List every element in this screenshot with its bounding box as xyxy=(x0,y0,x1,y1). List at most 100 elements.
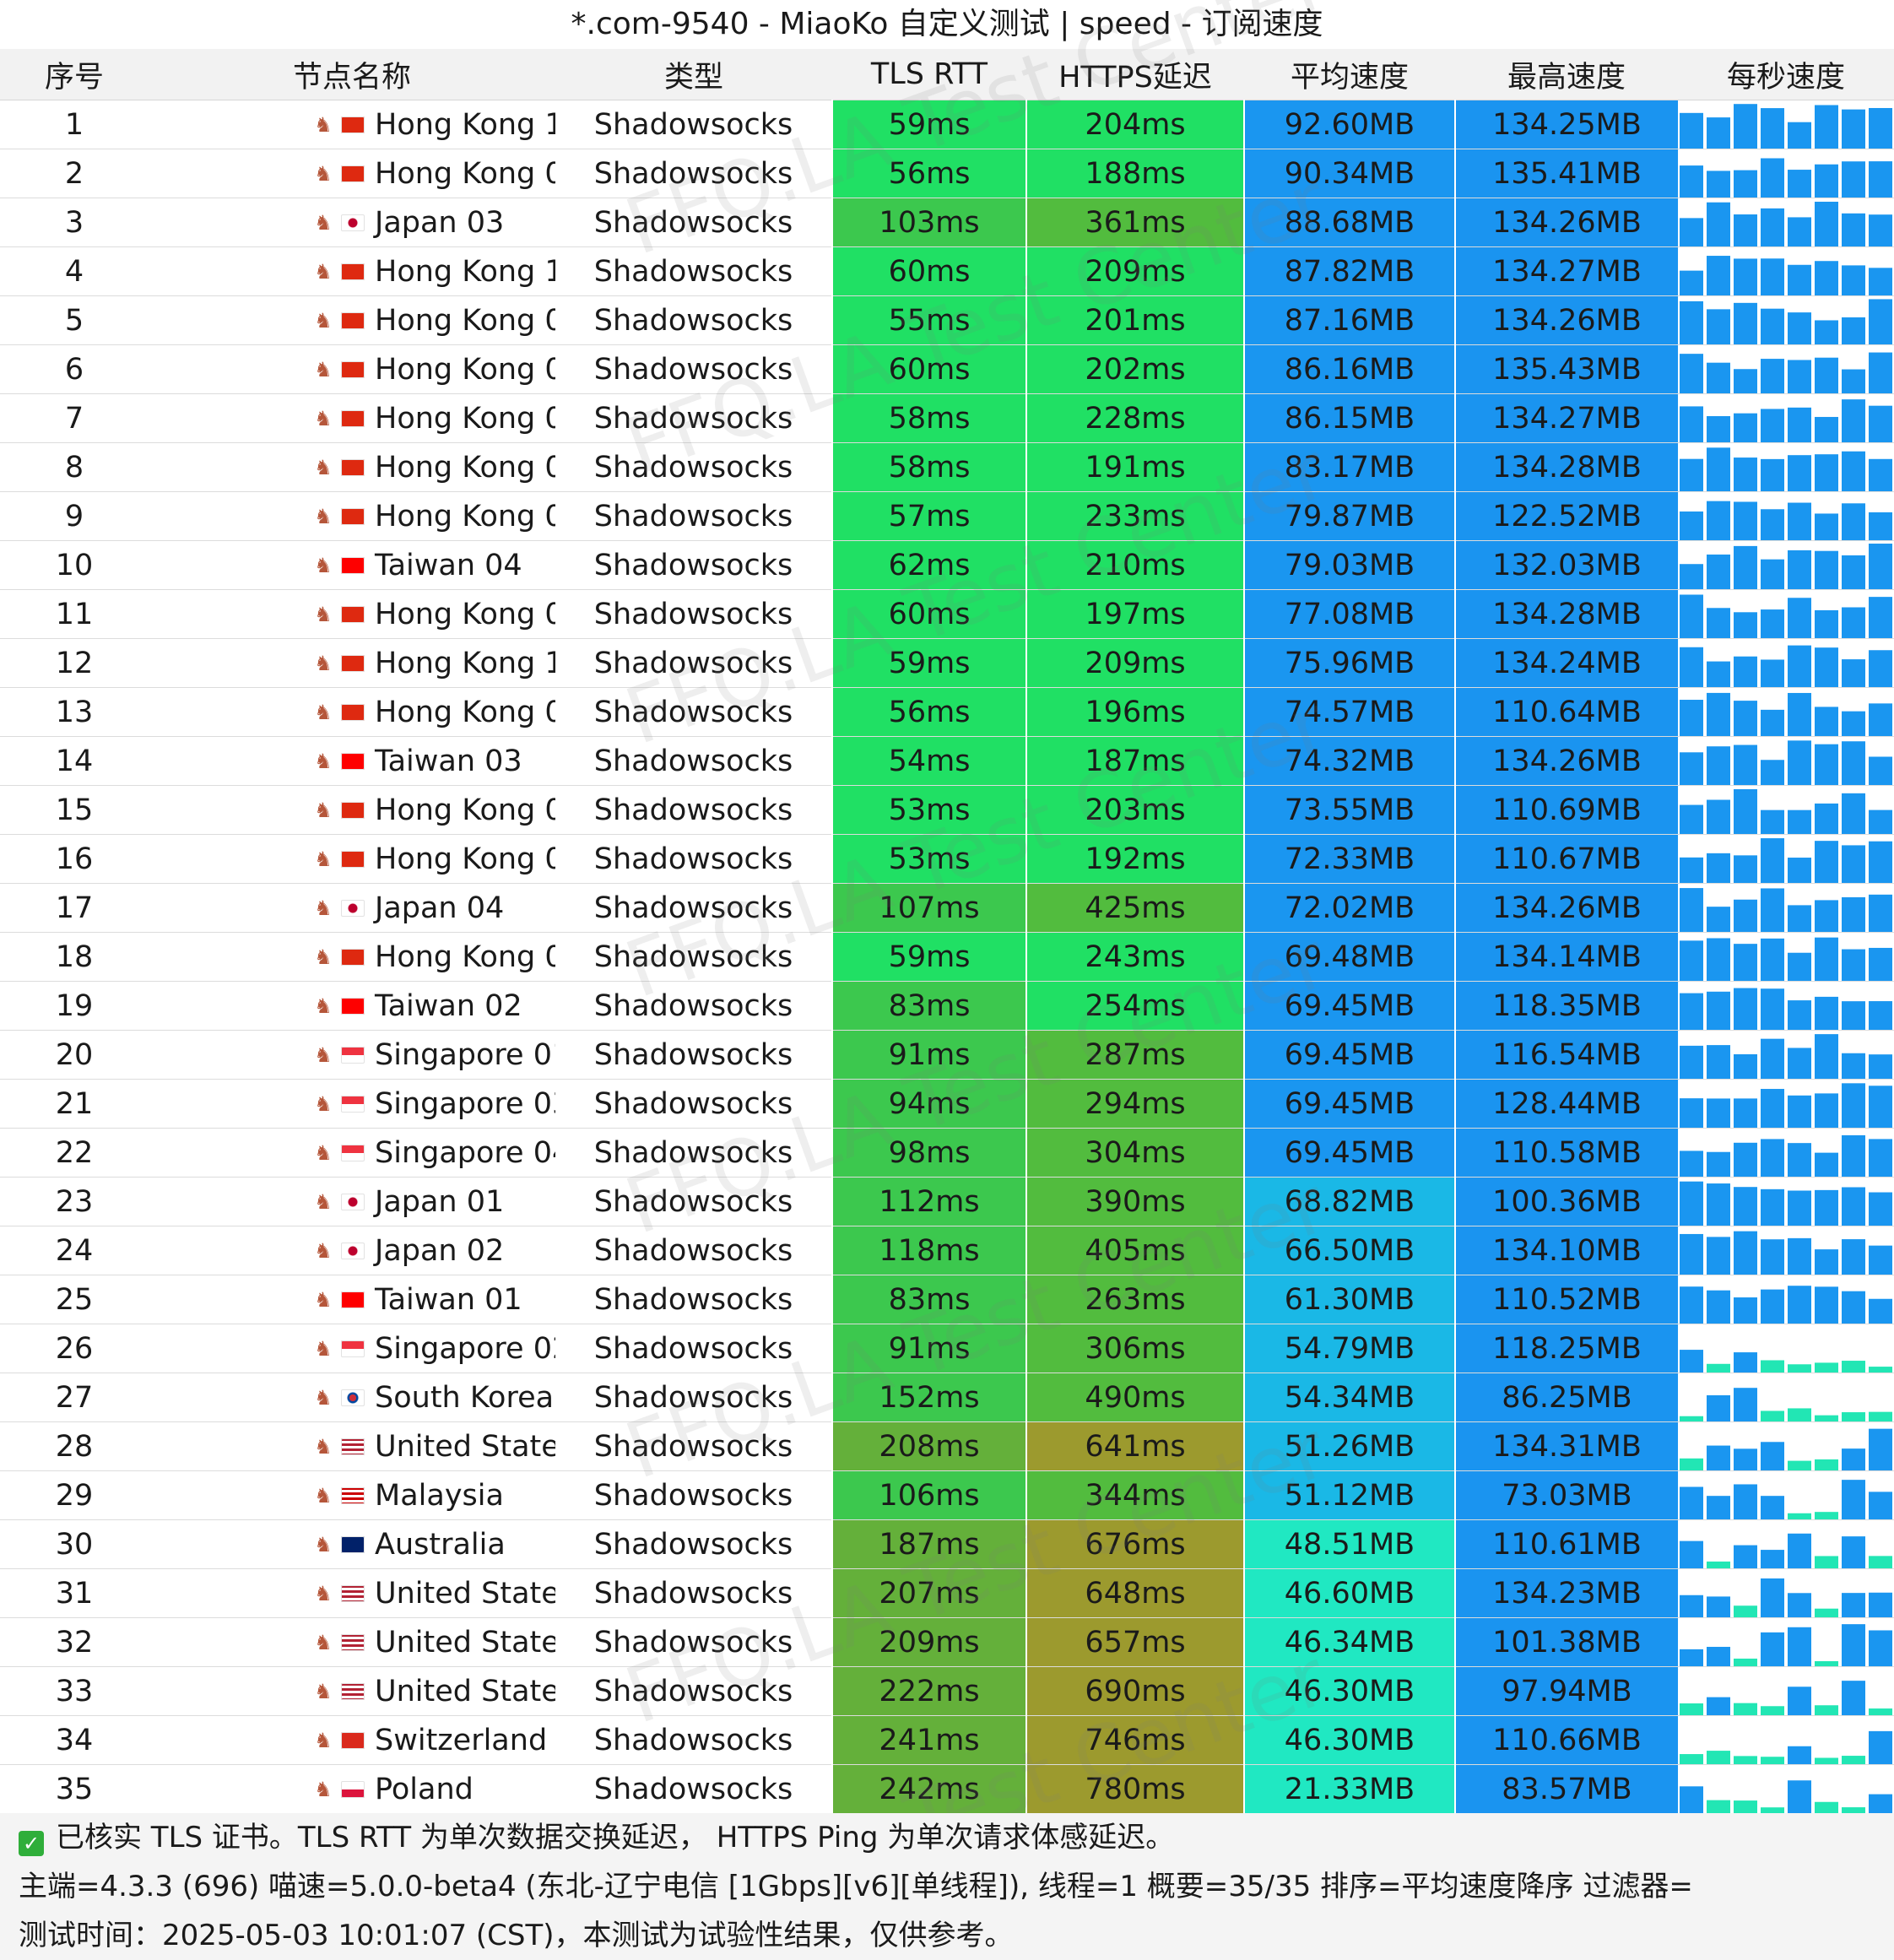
speed-bar xyxy=(1869,1428,1892,1470)
speed-bar xyxy=(1869,1492,1892,1519)
avg-speed: 75.96MB xyxy=(1243,638,1455,688)
table-row[interactable]: 31 ♞ United States 04 Shadowsocks 207ms 6… xyxy=(0,1568,1894,1618)
https-latency: 254ms xyxy=(1025,981,1244,1031)
table-row[interactable]: 9 ♞ Hong Kong 01 [BGP] Shadowsocks 57ms 2… xyxy=(0,491,1894,541)
per-second-speed-chart xyxy=(1678,491,1894,541)
table-row[interactable]: 23 ♞ Japan 01 Shadowsocks 112ms 390ms 68.… xyxy=(0,1177,1894,1226)
speed-bar xyxy=(1707,608,1730,638)
speed-bar xyxy=(1815,1459,1838,1470)
speed-sparkline-icon xyxy=(1680,1231,1892,1275)
fox-icon: ♞ xyxy=(314,1190,333,1214)
table-row[interactable]: 2 ♞ Hong Kong 04 Shadowsocks 56ms 188ms 9… xyxy=(0,149,1894,198)
node-name-cell: ♞ United States 03 xyxy=(149,1421,555,1471)
table-row[interactable]: 12 ♞Hong Kong 11 Shadowsocks 59ms 209ms … xyxy=(0,638,1894,688)
table-row[interactable]: 32 ♞ United States 02 Shadowsocks 209ms 6… xyxy=(0,1617,1894,1667)
row-index: 2 xyxy=(0,149,149,198)
row-index: 23 xyxy=(0,1177,149,1226)
speed-bar xyxy=(1707,1183,1730,1226)
table-row[interactable]: 10 ♞ Taiwan 04 Shadowsocks 62ms 210ms 79.… xyxy=(0,540,1894,590)
hk-flag-icon xyxy=(341,410,365,427)
node-type: Shadowsocks xyxy=(555,344,832,394)
https-latency: 490ms xyxy=(1025,1373,1244,1422)
node-name: United States 04 xyxy=(375,1577,555,1611)
node-name: Japan 03 xyxy=(375,206,505,240)
table-row[interactable]: 26 ♞ Singapore 02 Shadowsocks 91ms 306ms … xyxy=(0,1324,1894,1373)
table-row[interactable]: 21 ♞ Singapore 03 Shadowsocks 94ms 294ms … xyxy=(0,1079,1894,1129)
table-row[interactable]: 16 ♞Hong Kong 08 Shadowsocks 53ms 192ms … xyxy=(0,834,1894,884)
table-row[interactable]: 14 ♞ Taiwan 03 Shadowsocks 54ms 187ms 74.… xyxy=(0,736,1894,786)
max-speed: 134.28MB xyxy=(1454,589,1678,639)
speed-bar xyxy=(1788,502,1811,540)
speed-bar xyxy=(1761,108,1784,149)
table-row[interactable]: 25 ♞ Taiwan 01 Shadowsocks 83ms 263ms 61.… xyxy=(0,1275,1894,1324)
table-row[interactable]: 35 ♞ Poland Shadowsocks 242ms 780ms 21.33… xyxy=(0,1764,1894,1814)
table-row[interactable]: 17 ♞ Japan 04 Shadowsocks 107ms 425ms 72.… xyxy=(0,883,1894,933)
speed-bar xyxy=(1815,1189,1838,1226)
speed-bar xyxy=(1842,1593,1865,1617)
col-header-https-latency[interactable]: HTTPS延迟 xyxy=(1026,49,1244,100)
table-row[interactable]: 1 ♞ Hong Kong 12 Shadowsocks 59ms 204ms 9… xyxy=(0,100,1894,149)
col-header-avg-speed[interactable]: 平均速度 xyxy=(1244,49,1455,100)
speed-bar xyxy=(1761,1410,1784,1421)
hk-flag-icon xyxy=(341,312,365,329)
table-row[interactable]: 8 ♞ Hong Kong 02 Shadowsocks 58ms 191ms 8… xyxy=(0,442,1894,492)
table-row[interactable]: 19 ♞ Taiwan 02 Shadowsocks 83ms 254ms 69.… xyxy=(0,981,1894,1031)
table-row[interactable]: 28 ♞ United States 03 Shadowsocks 208ms 6… xyxy=(0,1421,1894,1471)
table-row[interactable]: 24 ♞ Japan 02 Shadowsocks 118ms 405ms 66.… xyxy=(0,1226,1894,1275)
table-row[interactable]: 3 ♞ Japan 03 Shadowsocks 103ms 361ms 88.6… xyxy=(0,198,1894,247)
node-name-cell: ♞ Malaysia xyxy=(149,1470,555,1520)
row-index: 28 xyxy=(0,1421,149,1471)
col-header-index[interactable]: 序号 xyxy=(0,49,149,100)
speed-bar xyxy=(1734,855,1757,883)
speed-bar xyxy=(1734,458,1757,491)
node-type: Shadowsocks xyxy=(555,1470,832,1520)
speed-sparkline-icon xyxy=(1680,1578,1892,1617)
speed-bar xyxy=(1869,268,1892,295)
table-row[interactable]: 33 ♞ United States 01 Shadowsocks 222ms 6… xyxy=(0,1666,1894,1716)
speed-bar xyxy=(1815,1034,1838,1079)
table-row[interactable]: 5 ♞ Hong Kong 06 Shadowsocks 55ms 201ms 8… xyxy=(0,295,1894,345)
https-latency: 425ms xyxy=(1025,883,1244,933)
col-header-type[interactable]: 类型 xyxy=(555,49,832,100)
speed-bar xyxy=(1788,407,1811,442)
table-row[interactable]: 22 ♞ Singapore 04 Shadowsocks 98ms 304ms … xyxy=(0,1128,1894,1178)
speed-bar xyxy=(1761,208,1784,246)
col-header-node-name[interactable]: 节点名称 xyxy=(149,49,555,100)
node-name-cell: ♞ Hong Kong 05 xyxy=(149,344,555,394)
speed-bar xyxy=(1680,857,1703,883)
col-header-max-speed[interactable]: 最高速度 xyxy=(1455,49,1678,100)
node-name-cell: ♞ Hong Kong 01 xyxy=(149,393,555,443)
table-row[interactable]: 7 ♞ Hong Kong 01 Shadowsocks 58ms 228ms 8… xyxy=(0,393,1894,443)
table-row[interactable]: 15 ♞Hong Kong 09 Shadowsocks 53ms 203ms … xyxy=(0,785,1894,835)
https-latency: 210ms xyxy=(1025,540,1244,590)
table-row[interactable]: 29 ♞ Malaysia Shadowsocks 106ms 344ms 51.… xyxy=(0,1470,1894,1520)
table-row[interactable]: 11 ♞Hong Kong 03 Shadowsocks 60ms 197ms … xyxy=(0,589,1894,639)
https-latency: 201ms xyxy=(1025,295,1244,345)
col-header-per-second-speed[interactable]: 每秒速度 xyxy=(1678,49,1894,100)
table-row[interactable]: 34 ♞ Switzerland Shadowsocks 241ms 746ms … xyxy=(0,1715,1894,1765)
speed-bar xyxy=(1788,1237,1811,1275)
table-row[interactable]: 13 ♞Hong Kong 07 Shadowsocks 56ms 196ms … xyxy=(0,687,1894,737)
table-row[interactable]: 6 ♞ Hong Kong 05 Shadowsocks 60ms 202ms 8… xyxy=(0,344,1894,394)
col-header-tls-rtt[interactable]: TLS RTT xyxy=(832,49,1026,100)
speed-bar xyxy=(1761,609,1784,638)
table-row[interactable]: 27 ♞ South Korea Shadowsocks 152ms 490ms … xyxy=(0,1373,1894,1422)
speed-bar xyxy=(1734,1484,1757,1519)
https-latency: 294ms xyxy=(1025,1079,1244,1129)
node-name-cell: ♞ Japan 01 xyxy=(149,1177,555,1226)
node-type: Shadowsocks xyxy=(555,834,832,884)
speed-bar xyxy=(1842,1807,1865,1813)
table-row[interactable]: 30 ♞ Australia Shadowsocks 187ms 676ms 48… xyxy=(0,1519,1894,1569)
speed-bar xyxy=(1842,1536,1865,1568)
speed-bar xyxy=(1869,809,1892,834)
speed-bar xyxy=(1680,1233,1703,1275)
table-row[interactable]: 4 ♞ Hong Kong 10 Shadowsocks 60ms 209ms 8… xyxy=(0,246,1894,296)
max-speed: 134.26MB xyxy=(1454,736,1678,786)
speed-bar xyxy=(1788,1000,1811,1030)
speed-bar xyxy=(1869,1556,1892,1568)
per-second-speed-chart xyxy=(1678,981,1894,1031)
fox-icon: ♞ xyxy=(314,847,333,871)
speed-bar xyxy=(1788,217,1811,246)
table-row[interactable]: 18 ♞Hong Kong 02 [BGP] Shadowsocks 59ms … xyxy=(0,932,1894,982)
table-row[interactable]: 20 ♞ Singapore 01 Shadowsocks 91ms 287ms … xyxy=(0,1030,1894,1080)
